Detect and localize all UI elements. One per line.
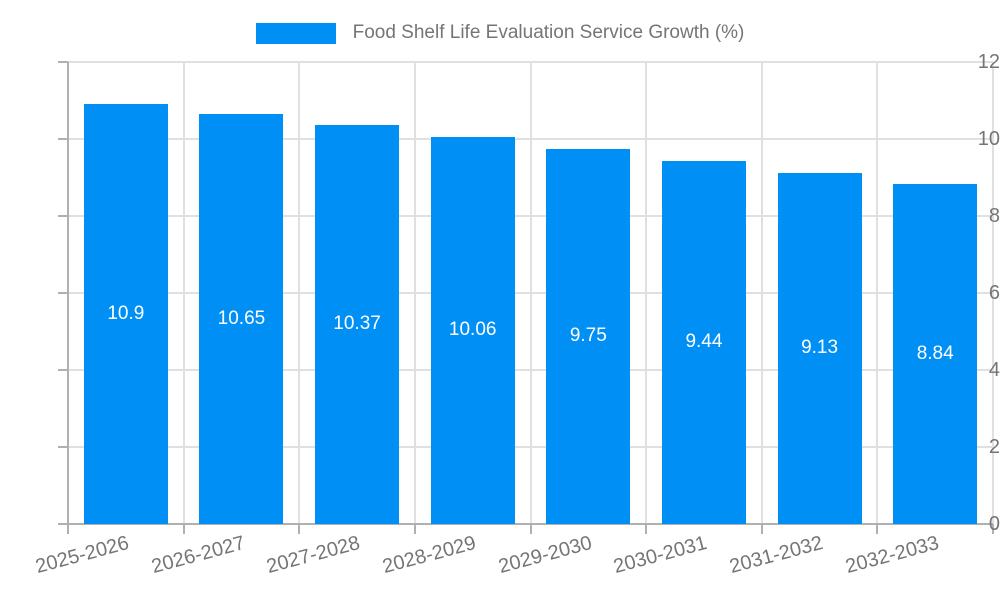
bar: 9.75 <box>546 148 631 524</box>
bar: 9.44 <box>661 160 746 524</box>
bar: 10.06 <box>430 136 515 524</box>
gridline-vertical <box>645 62 647 524</box>
y-tick-mark <box>58 446 68 448</box>
bar-value-label: 10.9 <box>107 303 145 325</box>
bar-value-label: 10.65 <box>217 307 266 329</box>
x-tick-mark <box>530 524 532 534</box>
bar-value-label: 9.44 <box>685 331 723 353</box>
y-tick-mark <box>58 215 68 217</box>
bar-value-label: 8.84 <box>916 342 954 364</box>
y-tick-mark <box>58 138 68 140</box>
x-tick-label: 2031-2032 <box>727 532 826 579</box>
gridline-vertical <box>183 62 185 524</box>
x-tick-label: 2025-2026 <box>33 532 132 579</box>
gridline-vertical <box>761 62 763 524</box>
bar: 10.37 <box>315 124 400 524</box>
y-tick-label: 2 <box>988 436 1000 458</box>
y-tick-mark <box>58 292 68 294</box>
chart-legend: Food Shelf Life Evaluation Service Growt… <box>0 20 1000 46</box>
bar-value-label: 10.06 <box>448 319 497 341</box>
y-tick-mark <box>58 61 68 63</box>
x-tick-label: 2032-2033 <box>842 532 941 579</box>
x-tick-mark <box>67 524 69 534</box>
x-tick-mark <box>876 524 878 534</box>
gridline-horizontal <box>68 61 993 63</box>
gridline-vertical <box>298 62 300 524</box>
bar-value-label: 10.37 <box>333 313 381 335</box>
x-tick-mark <box>414 524 416 534</box>
plot-area: 10.9 10.65 10.37 10.06 9.75 9.44 9.13 8.84 <box>58 61 994 534</box>
gridline-vertical <box>876 62 878 524</box>
x-tick-mark <box>645 524 647 534</box>
y-tick-label: 8 <box>988 205 1000 227</box>
x-tick-label: 2028-2029 <box>380 532 479 579</box>
bar: 10.9 <box>83 104 168 524</box>
y-tick-label: 0 <box>988 513 1000 535</box>
x-tick-label: 2029-2030 <box>495 532 595 579</box>
y-tick-label: 12 <box>977 51 1000 73</box>
bar-value-label: 9.13 <box>801 337 839 359</box>
x-tick-mark <box>761 524 763 534</box>
y-tick-label: 10 <box>977 128 1000 150</box>
bar: 9.13 <box>777 172 862 524</box>
x-tick-label: 2030-2031 <box>611 532 710 579</box>
bar: 8.84 <box>893 183 978 524</box>
x-tick-mark <box>183 524 185 534</box>
x-tick-label: 2027-2028 <box>264 532 363 579</box>
bar: 10.65 <box>199 113 284 524</box>
y-tick-mark <box>58 523 68 525</box>
y-tick-label: 6 <box>988 282 1000 304</box>
x-tick-mark <box>298 524 300 534</box>
legend-label: Food Shelf Life Evaluation Service Growt… <box>352 22 745 43</box>
y-tick-mark <box>58 369 68 371</box>
bar-value-label: 9.75 <box>569 325 607 347</box>
gridline-vertical <box>530 62 532 524</box>
gridline-vertical <box>414 62 416 524</box>
y-tick-label: 4 <box>988 359 1000 381</box>
legend-swatch <box>255 22 336 44</box>
y-axis-line <box>67 62 69 524</box>
x-tick-label: 2026-2027 <box>149 532 248 579</box>
